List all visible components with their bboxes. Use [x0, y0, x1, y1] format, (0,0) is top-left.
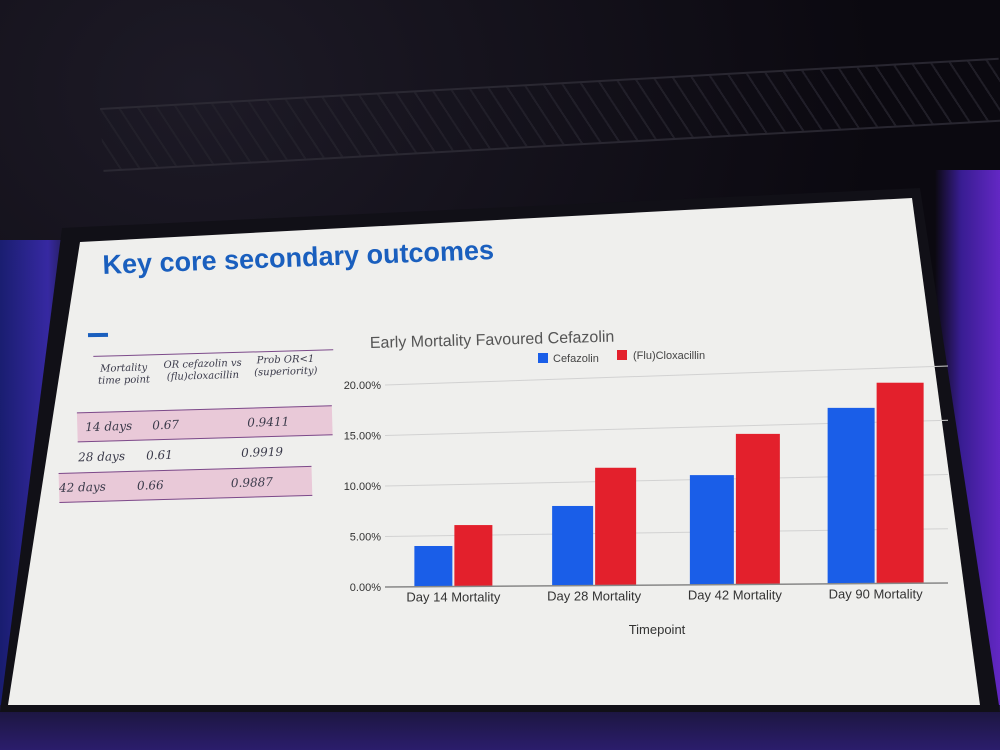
x-axis-line — [384, 582, 949, 588]
y-tick-label: 10.00% — [344, 481, 382, 493]
chart-bars — [414, 382, 924, 587]
bar-cloxacillin — [735, 433, 780, 585]
x-tick-label: Day 28 Mortality — [547, 589, 641, 604]
x-tick-label: Day 14 Mortality — [406, 590, 500, 605]
bar-cloxacillin — [595, 467, 637, 586]
legend-label-cefazolin: Cefazolin — [553, 353, 599, 365]
bar-cefazolin — [552, 505, 594, 586]
gridline — [384, 365, 949, 386]
x-tick-label: Day 42 Mortality — [688, 588, 782, 603]
y-tick-label: 20.00% — [344, 380, 382, 392]
bar-cloxacillin — [454, 525, 493, 587]
bar-cefazolin — [689, 475, 734, 585]
bar-cefazolin — [827, 407, 875, 584]
y-tick-label: 0.00% — [350, 582, 381, 594]
x-axis-ticks: Day 14 Mortality Day 28 Mortality Day 42 M… — [406, 587, 923, 605]
legend-swatch-cloxacillin — [617, 350, 627, 360]
chart-legend: Cefazolin (Flu)Cloxacillin — [538, 350, 705, 365]
y-tick-label: 15.00% — [344, 431, 382, 443]
y-axis-ticks: 0.00% 5.00% 10.00% 15.00% 20.00% — [344, 380, 382, 594]
chart-title: Early Mortality Favoured Cefazolin — [370, 329, 615, 352]
y-tick-label: 5.00% — [350, 532, 381, 544]
bar-cloxacillin — [876, 382, 924, 584]
legend-swatch-cefazolin — [538, 353, 548, 363]
bar-cefazolin — [414, 545, 453, 587]
x-axis-label: Timepoint — [629, 622, 686, 637]
stage-light-bottom — [0, 705, 1000, 750]
legend-label-cloxacillin: (Flu)Cloxacillin — [633, 350, 705, 362]
x-tick-label: Day 90 Mortality — [829, 587, 923, 602]
